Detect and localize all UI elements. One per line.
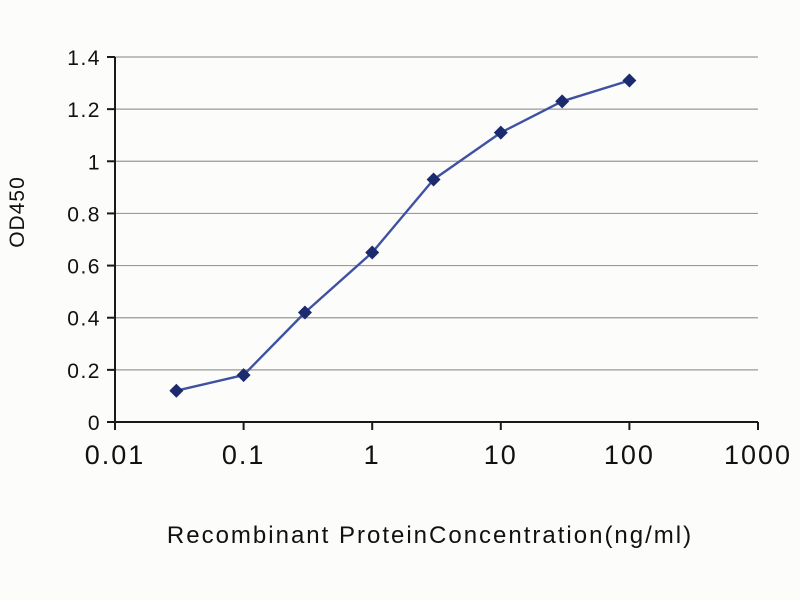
x-tick-label: 0.1 [222, 440, 266, 470]
data-point-marker [555, 94, 570, 109]
data-point-marker [493, 125, 508, 140]
y-tick-label: 1.4 [67, 47, 101, 70]
y-tick-label: 1 [88, 151, 101, 174]
y-tick-label: 0.4 [67, 308, 101, 331]
y-axis-title: OD450 [6, 176, 29, 248]
data-line [176, 79, 630, 392]
x-tick-label: 1 [364, 440, 381, 470]
data-point-marker [169, 383, 184, 398]
y-tick-label: 0.6 [67, 256, 101, 279]
data-point-marker [236, 368, 251, 383]
data-point-marker [622, 73, 637, 88]
x-tick-label: 1000 [724, 440, 792, 470]
y-tick-label: 0 [88, 412, 101, 435]
x-tick-label: 10 [484, 440, 518, 470]
data-point-marker [426, 172, 441, 187]
x-tick-label: 0.01 [85, 440, 146, 470]
data-point-marker [297, 305, 312, 320]
y-tick-label: 0.8 [67, 203, 101, 226]
y-tick-label: 1.2 [67, 99, 101, 122]
data-point-marker [365, 245, 380, 260]
x-axis-title: Recombinant ProteinConcentration(ng/ml) [166, 522, 694, 549]
x-tick-label: 100 [604, 440, 655, 470]
y-tick-label: 0.2 [67, 360, 101, 383]
